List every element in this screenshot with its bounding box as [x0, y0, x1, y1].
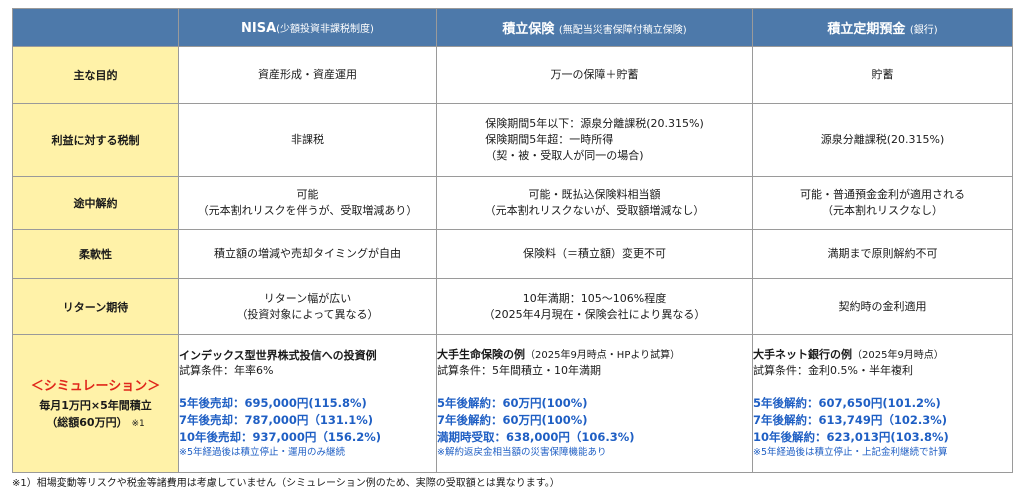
comparison-table: NISA(少額投資非課税制度) 積立保険 (無配当災害保障付積立保険) 積立定期…: [12, 8, 1013, 473]
sim-nisa-condition: 試算条件：年率6%: [179, 363, 274, 377]
cell-line: 貯蓄: [871, 68, 894, 81]
cell-line: 積立額の増減や売却タイミングが自由: [214, 247, 401, 260]
cell-line: 非課税: [291, 133, 324, 146]
sim-insurance-result: 満期時受取：638,000円（106.3%): [437, 430, 635, 444]
cell-line: 満期まで原則解約不可: [827, 247, 938, 260]
cell-line: リターン幅が広い: [263, 291, 352, 305]
row-purpose: 主な目的 資産形成・資産運用 万一の保障＋貯蓄 貯蓄: [12, 46, 1013, 104]
sim-insurance: 大手生命保険の例（2025年9月時点・HPより試算） 試算条件：5年間積立・10…: [436, 334, 753, 473]
row-label-cancel: 途中解約: [12, 176, 179, 230]
sim-nisa: インデックス型世界株式投信への投資例 試算条件：年率6% 5年後売却：695,0…: [178, 334, 437, 473]
cell-line: 可能・既払込保険料相当額: [528, 188, 661, 201]
sim-insurance-footnote: ※解約返戻金相当額の災害保障機能あり: [437, 447, 607, 458]
cell-line: （投資対象によって異なる）: [236, 307, 379, 321]
sim-deposit: 大手ネット銀行の例（2025年9月時点） 試算条件：金利0.5%・半年複利 5年…: [752, 334, 1013, 473]
cell-tax-deposit: 源泉分離課税(20.315%): [752, 103, 1013, 177]
simulation-line1: 毎月1万円×5年間積立: [39, 398, 152, 412]
header-insurance-sub: (無配当災害保障付積立保険): [558, 25, 687, 36]
header-insurance: 積立保険 (無配当災害保障付積立保険): [436, 8, 753, 47]
cell-line: （2025年4月現在・保険会社により異なる）: [483, 307, 706, 321]
row-return: リターン期待 リターン幅が広い （投資対象によって異なる） 10年満期：105～1…: [12, 278, 1013, 335]
cell-cancel-nisa: 可能 （元本割れリスクを伴うが、受取増減あり）: [178, 176, 437, 230]
cell-purpose-deposit: 貯蓄: [752, 46, 1013, 104]
row-tax: 利益に対する税制 非課税 保険期間5年以下：源泉分離課税(20.315%) 保険期…: [12, 103, 1013, 177]
cell-line: （元本割れリスクなし）: [822, 204, 943, 217]
cell-return-insurance: 10年満期：105～106%程度 （2025年4月現在・保険会社により異なる）: [436, 278, 753, 335]
sim-deposit-result: 10年後解約：623,013円(103.8%): [753, 430, 949, 444]
sim-deposit-heading-note: （2025年9月時点）: [852, 350, 944, 361]
cell-purpose-insurance: 万一の保障＋貯蓄: [436, 46, 753, 104]
simulation-line2: （総額60万円） ※1: [13, 414, 178, 433]
sim-insurance-heading: 大手生命保険の例（2025年9月時点・HPより試算）: [437, 347, 752, 363]
header-row: NISA(少額投資非課税制度) 積立保険 (無配当災害保障付積立保険) 積立定期…: [12, 8, 1013, 47]
sim-deposit-condition: 試算条件：金利0.5%・半年複利: [753, 364, 913, 377]
header-deposit-sub: (銀行): [909, 25, 938, 36]
cell-line: 資産形成・資産運用: [258, 68, 357, 81]
sim-insurance-heading-text: 大手生命保険の例: [437, 348, 525, 361]
cell-line: 万一の保障＋貯蓄: [550, 68, 639, 81]
cell-return-deposit: 契約時の金利適用: [752, 278, 1013, 335]
cell-tax-nisa: 非課税: [178, 103, 437, 177]
sim-insurance-result: 5年後解約：60万円(100%): [437, 396, 588, 410]
header-insurance-main: 積立保険: [502, 22, 555, 37]
cell-purpose-nisa: 資産形成・資産運用: [178, 46, 437, 104]
header-deposit: 積立定期預金 (銀行): [752, 8, 1013, 47]
cell-line: （元本割れリスクを伴うが、受取増減あり）: [197, 204, 418, 217]
cell-line: （契・被・受取人が同一の場合): [485, 149, 644, 162]
simulation-line2-text: （総額60万円）: [46, 415, 128, 429]
simulation-title: ＜シミュレーション＞: [30, 378, 161, 394]
cell-line: （元本割れリスクないが、受取額増減なし）: [484, 204, 705, 217]
cell-return-nisa: リターン幅が広い （投資対象によって異なる）: [178, 278, 437, 335]
header-nisa: NISA(少額投資非課税制度): [178, 8, 437, 47]
sim-deposit-heading-text: 大手ネット銀行の例: [753, 348, 852, 361]
row-cancel: 途中解約 可能 （元本割れリスクを伴うが、受取増減あり） 可能・既払込保険料相当額…: [12, 176, 1013, 230]
cell-line: 保険期間5年超：一時所得: [485, 133, 614, 146]
row-simulation: ＜シミュレーション＞ 毎月1万円×5年間積立 （総額60万円） ※1 インデック…: [12, 334, 1013, 473]
sim-deposit-heading: 大手ネット銀行の例（2025年9月時点）: [753, 347, 1012, 363]
sim-nisa-result: 10年後売却：937,000円（156.2%): [179, 429, 382, 444]
cell-cancel-deposit: 可能・普通預金金利が適用される （元本割れリスクなし）: [752, 176, 1013, 230]
row-label-flex: 柔軟性: [12, 229, 179, 279]
sim-insurance-condition: 試算条件：5年間積立・10年満期: [437, 364, 601, 377]
sim-insurance-heading-note: （2025年9月時点・HPより試算）: [525, 350, 681, 361]
sim-nisa-result: 5年後売却：695,000円(115.8%): [179, 395, 367, 410]
corner-cell: [12, 8, 179, 47]
sim-nisa-result: 7年後売却：787,000円（131.1%): [179, 412, 374, 427]
cell-line: 10年満期：105～106%程度: [522, 291, 667, 305]
cell-line: 可能・普通預金金利が適用される: [800, 188, 965, 201]
row-label-purpose: 主な目的: [12, 46, 179, 104]
cell-flex-insurance: 保険料（＝積立額）変更不可: [436, 229, 753, 279]
cell-tax-insurance: 保険期間5年以下：源泉分離課税(20.315%) 保険期間5年超：一時所得 （契・被…: [436, 103, 753, 177]
cell-line: 保険期間5年以下：源泉分離課税(20.315%): [485, 117, 704, 130]
sim-nisa-heading: インデックス型世界株式投信への投資例: [179, 348, 436, 363]
cell-line: 保険料（＝積立額）変更不可: [523, 247, 666, 260]
page-footnote: ※1）相場変動等リスクや税金等諸費用は考慮していません（シミュレーション例のため…: [12, 478, 560, 489]
sim-nisa-footnote: ※5年経過後は積立停止・運用のみ継続: [179, 446, 346, 458]
row-label-simulation: ＜シミュレーション＞ 毎月1万円×5年間積立 （総額60万円） ※1: [12, 334, 179, 473]
row-flex: 柔軟性 積立額の増減や売却タイミングが自由 保険料（＝積立額）変更不可 満期まで…: [12, 229, 1013, 279]
header-deposit-main: 積立定期預金: [827, 22, 906, 37]
sim-deposit-footnote: ※5年経過後は積立停止・上記金利継続で計算: [753, 447, 948, 458]
sim-insurance-result: 7年後解約：60万円(100%): [437, 413, 588, 427]
sim-nisa-heading-text: インデックス型世界株式投信への投資例: [179, 348, 377, 362]
row-label-return: リターン期待: [12, 278, 179, 335]
sim-deposit-result: 7年後解約：613,749円（102.3%): [753, 413, 948, 427]
cell-flex-nisa: 積立額の増減や売却タイミングが自由: [178, 229, 437, 279]
header-nisa-sub: (少額投資非課税制度): [276, 23, 374, 35]
cell-flex-deposit: 満期まで原則解約不可: [752, 229, 1013, 279]
cell-line: 契約時の金利適用: [838, 299, 927, 313]
cell-cancel-insurance: 可能・既払込保険料相当額 （元本割れリスクないが、受取額増減なし）: [436, 176, 753, 230]
sim-deposit-result: 5年後解約：607,650円(101.2%): [753, 396, 941, 410]
cell-line: 源泉分離課税(20.315%): [820, 133, 945, 146]
header-nisa-main: NISA: [241, 20, 277, 36]
row-label-tax: 利益に対する税制: [12, 103, 179, 177]
cell-line: 可能: [296, 188, 319, 201]
simulation-note: ※1: [131, 418, 145, 429]
